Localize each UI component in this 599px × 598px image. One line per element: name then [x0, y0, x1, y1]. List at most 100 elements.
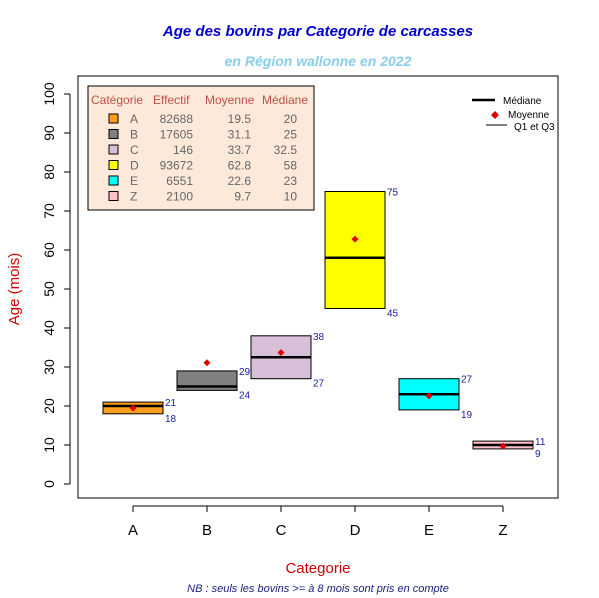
- x-tick-label-D: D: [350, 522, 361, 539]
- stats-mediane-D: 58: [284, 159, 298, 173]
- stats-moyenne-E: 22.6: [228, 174, 252, 188]
- mean-marker-D: [351, 235, 359, 243]
- legend: Médiane Moyenne Q1 et Q3: [472, 96, 555, 133]
- mean-marker-C: [277, 349, 285, 357]
- box-group-B: 29 24: [176, 359, 251, 401]
- stats-effectif-E: 6551: [166, 174, 193, 188]
- q3-label-E: 27: [461, 375, 473, 386]
- y-tick-label-40: 40: [41, 320, 57, 336]
- stats-effectif-Z: 2100: [166, 190, 193, 204]
- x-tick-label-B: B: [202, 522, 212, 539]
- stats-category-E: E: [130, 174, 138, 188]
- legend-mean-swatch: [491, 111, 499, 119]
- stats-category-A: A: [130, 112, 138, 126]
- y-axis: 0 10 20 30 40 50 60 70 80 90 100: [41, 82, 71, 488]
- x-tick-label-Z: Z: [498, 522, 507, 539]
- stats-moyenne-C: 33.7: [228, 143, 252, 157]
- q1-label-D: 45: [387, 309, 399, 320]
- y-tick-label-50: 50: [41, 281, 57, 297]
- box-group-D: 75 45: [324, 188, 399, 320]
- box-group-Z: 119: [472, 437, 546, 460]
- q3-label-D: 75: [387, 188, 399, 199]
- box-group-C: 38 27: [250, 332, 325, 390]
- legend-mean-label: Moyenne: [508, 110, 550, 121]
- y-tick-label-90: 90: [41, 125, 57, 141]
- footnote: NB : seuls les bovins >= à 8 mois sont p…: [187, 583, 449, 595]
- stats-mediane-Z: 10: [284, 190, 298, 204]
- stats-effectif-C: 146: [173, 143, 193, 157]
- box-D: [324, 191, 386, 309]
- q3-label-Z: 11: [535, 437, 546, 448]
- stats-effectif-A: 82688: [160, 112, 194, 126]
- stats-moyenne-B: 31.1: [228, 128, 252, 142]
- mean-marker-Z: [499, 442, 507, 450]
- stats-moyenne-Z: 9.7: [234, 190, 251, 204]
- mean-marker-B: [203, 359, 211, 367]
- q1-label-A: 18: [165, 414, 177, 425]
- mean-marker-A: [129, 404, 137, 412]
- q3-label-A: 21: [165, 398, 177, 409]
- q3-label-B: 29: [239, 367, 251, 378]
- stats-category-C: C: [130, 143, 139, 157]
- stats-category-D: D: [130, 159, 139, 173]
- stats-row-A: A 82688 19.5 20: [108, 112, 298, 126]
- stats-swatch-C: [108, 144, 119, 155]
- stats-swatch-A: [108, 113, 119, 124]
- stats-mediane-B: 25: [284, 128, 298, 142]
- y-axis-label: Age (mois): [6, 253, 23, 326]
- stats-row-B: B 17605 31.1 25: [108, 128, 298, 142]
- stats-category-B: B: [130, 128, 138, 142]
- q3-label-C: 38: [313, 332, 325, 343]
- q1-label-C: 27: [313, 379, 325, 390]
- stats-effectif-B: 17605: [160, 128, 194, 142]
- stats-mediane-C: 32.5: [274, 143, 298, 157]
- x-axis-label: Categorie: [285, 560, 350, 577]
- box-group-E: 27 19: [398, 375, 473, 421]
- stats-row-C: C 146 33.7 32.5: [108, 143, 298, 157]
- x-tick-label-A: A: [128, 522, 138, 539]
- chart-subtitle: en Région wallonne en 2022: [225, 53, 412, 69]
- y-tick-label-30: 30: [41, 359, 57, 375]
- table-header-categorie: Catégorie: [91, 93, 143, 107]
- table-header-moyenne: Moyenne: [205, 93, 255, 107]
- stats-swatch-D: [108, 160, 119, 170]
- chart-title: Age des bovins par Categorie de carcasse…: [162, 23, 473, 40]
- table-header-mediane: Médiane: [262, 93, 308, 107]
- stats-moyenne-D: 62.8: [228, 159, 252, 173]
- mean-marker-E: [425, 392, 433, 400]
- x-tick-label-E: E: [424, 522, 434, 539]
- x-tick-label-C: C: [276, 522, 287, 539]
- stats-table: A 82688 19.5 20 B 17605 31.1 25 C 146 33.7 32.5 D 936…: [87, 85, 315, 211]
- y-tick-label-60: 60: [41, 242, 57, 258]
- stats-swatch-Z: [108, 191, 119, 201]
- q1-label-E: 19: [461, 410, 473, 421]
- legend-quartile-label: Q1 et Q3: [514, 122, 555, 133]
- plot-frame: [77, 75, 559, 499]
- stats-moyenne-A: 19.5: [228, 112, 252, 126]
- stats-category-Z: Z: [130, 190, 137, 204]
- stats-row-E: E 6551 22.6 23: [108, 174, 298, 188]
- y-tick-label-70: 70: [41, 203, 57, 219]
- y-tick-label-0: 0: [41, 480, 57, 488]
- y-tick-label-80: 80: [41, 164, 57, 180]
- y-tick-label-10: 10: [41, 437, 57, 453]
- stats-table-body: A 82688 19.5 20 B 17605 31.1 25 C 146 33.7 32.5 D 936…: [108, 112, 298, 204]
- stats-swatch-B: [108, 129, 119, 139]
- table-header-effectif: Effectif: [153, 93, 190, 107]
- q1-label-Z: 9: [535, 449, 541, 460]
- y-tick-label-20: 20: [41, 398, 57, 414]
- legend-median-label: Médiane: [503, 96, 542, 107]
- stats-row-Z: Z 2100 9.7 10: [108, 190, 298, 204]
- stats-row-D: D 93672 62.8 58: [108, 159, 298, 173]
- stats-table-background: [87, 85, 315, 211]
- stats-swatch-E: [108, 175, 119, 186]
- y-tick-label-100: 100: [41, 82, 57, 106]
- stats-effectif-D: 93672: [160, 159, 194, 173]
- stats-mediane-E: 23: [284, 174, 298, 188]
- stats-mediane-A: 20: [284, 112, 298, 126]
- table-header: Catégorie Effectif Moyenne Médiane: [91, 93, 308, 107]
